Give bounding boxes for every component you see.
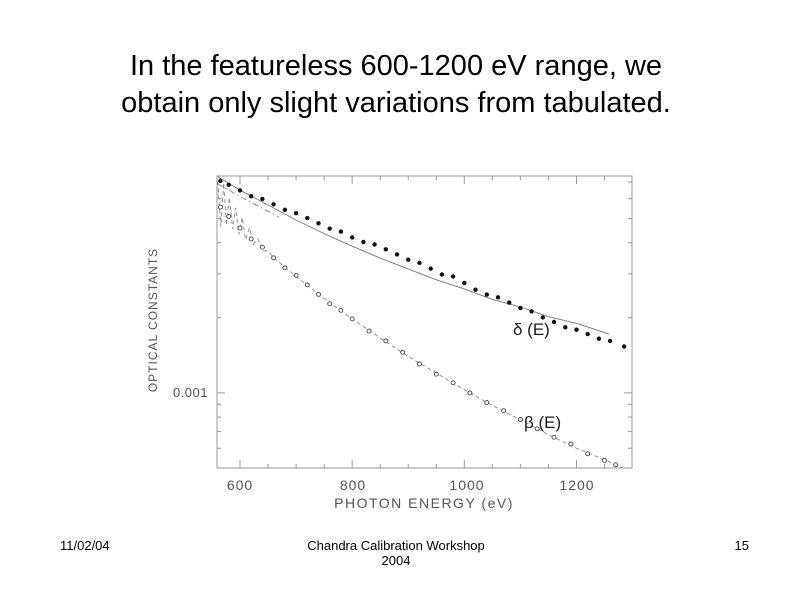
beta-series-label: β (E) — [524, 413, 561, 432]
x-tick-label-1200: 1200 — [559, 477, 594, 493]
x-axis-title: PHOTON ENERGY (eV) — [334, 495, 514, 511]
title-line-1: In the featureless 600-1200 eV range, we — [129, 50, 663, 82]
footer-date: 11/02/04 — [60, 538, 110, 553]
slide-page-number: 15 — [734, 538, 749, 553]
footer-center: Chandra Calibration Workshop 2004 — [0, 538, 792, 568]
title-line-2: obtain only slight variations from tabul… — [121, 87, 671, 119]
y-tick-label-0001: 0.001 — [173, 385, 208, 400]
footer-workshop-name: Chandra Calibration Workshop — [307, 538, 485, 553]
y-axis-title: OPTICAL CONSTANTS — [146, 248, 160, 392]
x-tick-label-1000: 1000 — [449, 477, 484, 493]
delta-series-label: δ (E) — [513, 320, 550, 339]
optical-constants-chart: OPTICAL CONSTANTS 0.001 600 800 1000 120… — [146, 175, 633, 511]
plot-area — [216, 175, 633, 469]
x-tick-label-600: 600 — [227, 477, 253, 493]
footer-workshop-year: 2004 — [381, 553, 411, 568]
x-tick-label-800: 800 — [340, 477, 366, 493]
slide-title: In the featureless 600-1200 eV range, we… — [0, 48, 792, 122]
